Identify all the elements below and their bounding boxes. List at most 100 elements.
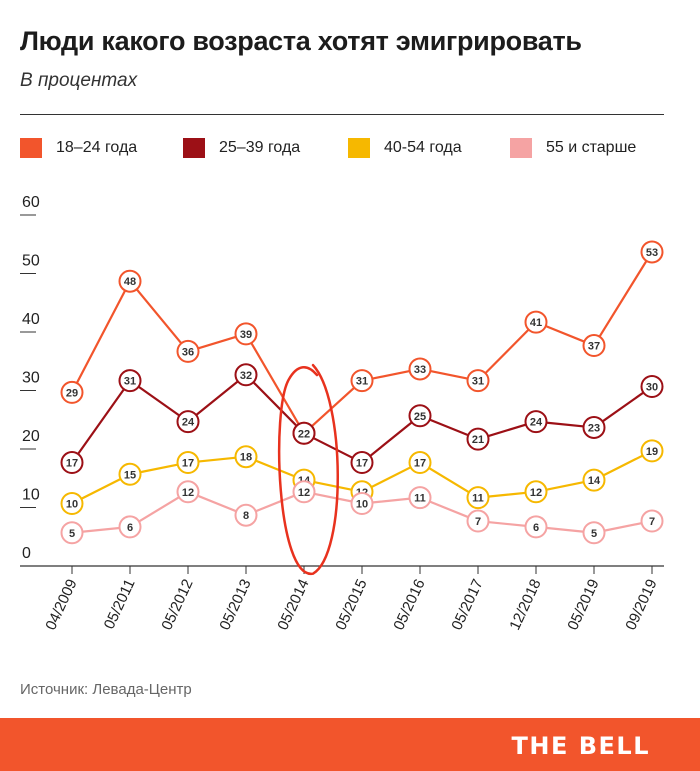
data-point-marker <box>350 492 374 515</box>
data-point-marker <box>60 492 84 515</box>
data-label: 36 <box>182 346 194 358</box>
x-tick-label: 09/2019 <box>622 577 660 633</box>
x-tick-label: 05/2019 <box>564 577 602 633</box>
x-tick-label: 05/2014 <box>274 577 312 633</box>
x-tick-label: 05/2012 <box>158 577 196 633</box>
legend-item-40-54: 40-54 года <box>348 138 462 158</box>
data-label: 6 <box>127 522 133 534</box>
y-tick-label: 50 <box>22 253 40 270</box>
data-label: 19 <box>646 446 658 458</box>
data-label: 31 <box>124 376 136 388</box>
y-tick-label: 40 <box>22 311 40 328</box>
data-label: 30 <box>646 382 658 394</box>
data-point-marker <box>176 410 200 434</box>
data-label: 17 <box>66 458 78 470</box>
data-label: 18 <box>240 452 252 464</box>
data-point-marker <box>466 369 490 393</box>
x-tick-label: 05/2015 <box>332 577 370 633</box>
data-label: 21 <box>472 434 484 446</box>
data-label: 31 <box>472 376 484 388</box>
data-label: 25 <box>414 411 426 423</box>
data-label: 17 <box>414 458 426 470</box>
title-divider <box>20 114 664 115</box>
data-point-marker <box>234 445 258 469</box>
legend-swatch-18-24 <box>20 138 42 158</box>
y-tick-label: 30 <box>22 370 40 387</box>
data-point-marker <box>118 369 142 393</box>
brand-logo: THE BELL <box>511 732 650 760</box>
data-point-marker <box>408 404 432 428</box>
legend-item-18-24: 18–24 года <box>20 138 137 158</box>
data-point-marker <box>292 421 316 445</box>
data-point-marker <box>408 486 432 510</box>
x-tick-label: 05/2013 <box>216 577 254 633</box>
line-chart: 0 10 20 30 40 50 60 04/2009 05/2011 05/2012 05/201… <box>20 194 664 633</box>
data-label: 7 <box>475 516 481 528</box>
data-label: 12 <box>182 487 194 499</box>
data-point-marker <box>176 339 200 363</box>
data-label: 29 <box>66 387 78 399</box>
y-tick-label: 10 <box>22 487 40 504</box>
data-label: 12 <box>298 487 310 499</box>
data-point-marker <box>524 310 548 334</box>
data-label: 48 <box>124 276 136 288</box>
legend-item-55-plus: 55 и старше <box>510 138 636 158</box>
data-point-marker <box>524 515 548 539</box>
data-point-marker <box>234 503 258 527</box>
data-label: 6 <box>533 522 539 534</box>
data-point-marker <box>118 462 142 486</box>
data-label: 37 <box>588 341 600 353</box>
data-point-marker <box>466 486 490 510</box>
data-point-marker <box>176 451 200 475</box>
chart-subtitle: В процентах <box>20 70 138 91</box>
data-label: 22 <box>298 428 310 440</box>
data-point-marker <box>466 509 490 533</box>
data-label: 24 <box>182 417 195 429</box>
data-point-marker <box>582 521 606 545</box>
data-point-marker <box>640 439 664 463</box>
x-tick-label: 05/2011 <box>101 577 139 632</box>
data-point-marker <box>582 334 606 358</box>
data-point-marker <box>176 480 200 504</box>
data-label: 8 <box>243 510 249 522</box>
data-label: 24 <box>530 417 543 429</box>
data-point-marker <box>408 357 432 381</box>
data-point-marker <box>640 240 664 264</box>
legend-swatch-55-plus <box>510 138 532 158</box>
data-label: 11 <box>414 493 426 505</box>
data-label: 31 <box>356 376 368 388</box>
data-point-marker <box>60 451 84 475</box>
x-tick-label: 12/2018 <box>506 577 544 633</box>
data-label: 14 <box>588 475 601 487</box>
data-label: 39 <box>240 329 252 341</box>
data-point-marker <box>60 521 84 545</box>
data-point-marker <box>118 269 142 293</box>
y-tick-label: 60 <box>22 194 40 211</box>
data-label: 32 <box>240 370 252 382</box>
data-label: 17 <box>356 458 368 470</box>
legend-item-25-39: 25–39 года <box>183 138 300 158</box>
data-point-marker <box>640 375 664 398</box>
data-label: 10 <box>66 499 78 511</box>
legend-label-25-39: 25–39 года <box>219 139 301 156</box>
data-point-marker <box>408 451 432 475</box>
y-tick-label: 0 <box>22 545 31 562</box>
data-point-marker <box>524 480 548 504</box>
data-point-marker <box>350 451 374 475</box>
data-label: 23 <box>588 422 600 434</box>
data-label: 41 <box>530 317 542 329</box>
data-point-marker <box>118 515 142 539</box>
data-label: 7 <box>649 516 655 528</box>
x-tick-label: 05/2017 <box>448 577 486 633</box>
x-tick-label: 05/2016 <box>390 577 428 633</box>
data-point-marker <box>582 468 606 492</box>
source-note: Источник: Левада-Центр <box>20 681 192 698</box>
data-label: 5 <box>69 528 75 540</box>
series-line-0 <box>71 251 653 435</box>
data-point-marker <box>350 369 374 393</box>
legend-label-18-24: 18–24 года <box>56 139 138 156</box>
legend-swatch-25-39 <box>183 138 205 158</box>
data-point-marker <box>292 480 316 504</box>
highlight-circle <box>277 363 339 575</box>
chart-title: Люди какого возраста хотят эмигрировать <box>20 26 582 56</box>
